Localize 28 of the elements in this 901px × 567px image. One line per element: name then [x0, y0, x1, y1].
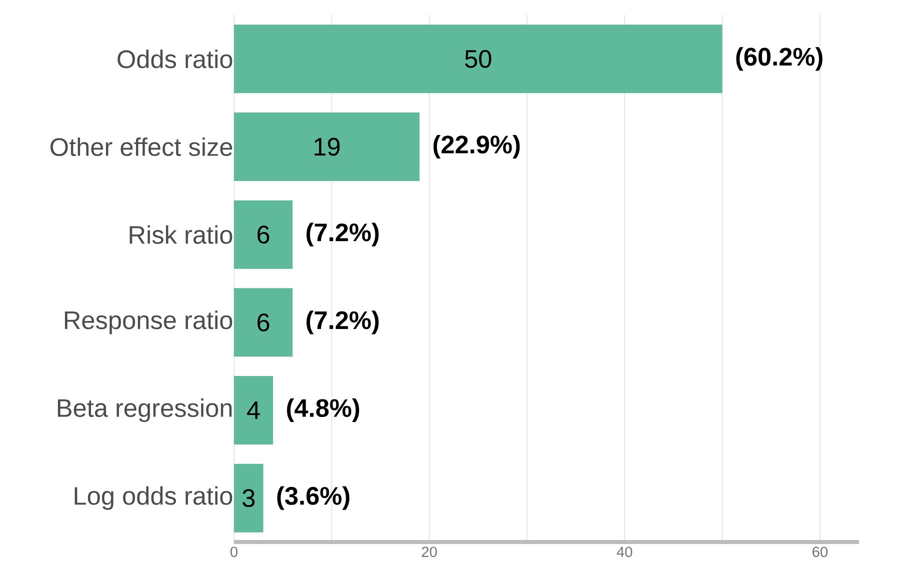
data-label: 19: [314, 138, 340, 156]
data-label: 6: [258, 226, 270, 244]
bar: [234, 376, 274, 444]
x-tick-label: 20: [422, 546, 437, 558]
annotation: (7.2%): [306, 310, 379, 334]
x-tick-label: 60: [812, 546, 828, 558]
bar: [234, 464, 264, 532]
data-label: 6: [258, 313, 270, 332]
annotation: (7.2%): [306, 222, 379, 246]
y-tick-label: Odds ratio: [118, 50, 232, 68]
annotation: (22.9%): [434, 134, 520, 159]
annotation: (60.2%): [736, 47, 822, 71]
bar: [234, 112, 420, 182]
x-tick-label: 0: [230, 546, 238, 558]
y-tick-label: Beta regression: [58, 398, 232, 422]
bar: [234, 24, 722, 94]
y-tick-label: Risk ratio: [130, 225, 232, 244]
annotation: (4.8%): [287, 398, 360, 422]
data-label: 3: [242, 489, 255, 508]
data-label: 50: [465, 50, 492, 68]
data-label: 4: [247, 402, 260, 419]
bar: [234, 288, 293, 357]
bar: [234, 200, 293, 269]
x-tick-label: 40: [616, 546, 632, 558]
y-tick-label: Log odds ratio: [74, 486, 232, 510]
annotation: (3.6%): [277, 486, 350, 510]
y-tick-label: Response ratio: [64, 310, 232, 334]
y-tick-label: Other effect size: [50, 137, 232, 156]
